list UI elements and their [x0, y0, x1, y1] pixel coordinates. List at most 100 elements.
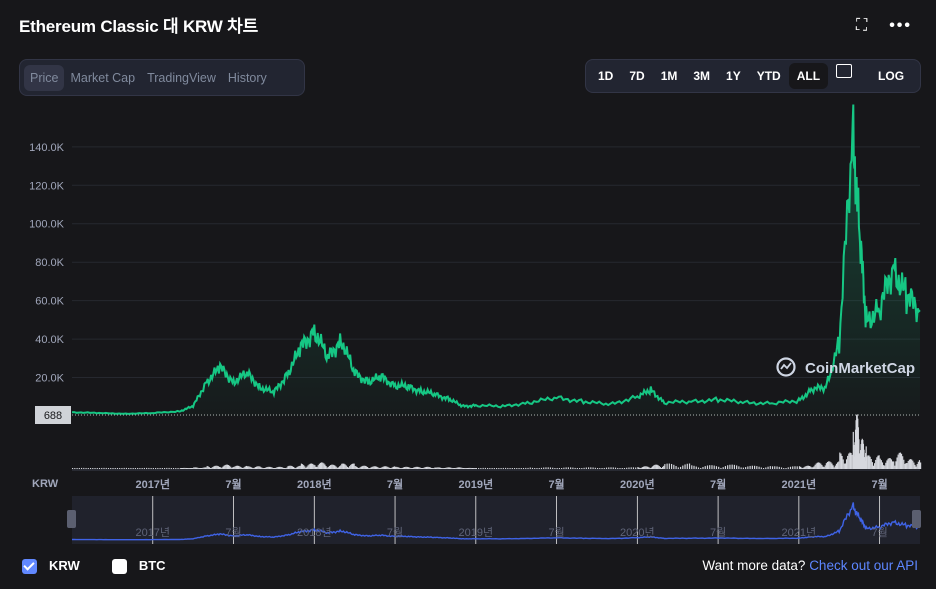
volume-bar: [684, 464, 686, 469]
volume-bar: [407, 467, 409, 469]
volume-bar: [749, 465, 751, 469]
volume-bar: [502, 467, 504, 469]
volume-bar: [427, 466, 429, 469]
volume-bar: [917, 461, 919, 469]
volume-bar: [379, 468, 381, 469]
volume-bar: [651, 466, 654, 469]
expand-icon[interactable]: ⛶: [855, 17, 868, 34]
tab-history[interactable]: History: [227, 70, 267, 85]
log-toggle[interactable]: LOG: [878, 69, 905, 83]
navigator-tick-label: 7월: [387, 526, 403, 539]
watermark: CoinMarketCap: [776, 357, 915, 377]
volume-bar: [245, 465, 248, 469]
range-7d[interactable]: 7D: [629, 69, 645, 83]
volume-bar: [908, 459, 910, 469]
volume-bar: [232, 467, 234, 469]
range-ytd[interactable]: YTD: [756, 69, 781, 83]
volume-bar: [704, 466, 706, 469]
volume-bar: [516, 468, 518, 469]
volume-bar: [269, 466, 271, 469]
volume-bar: [549, 467, 552, 469]
krw-checkbox[interactable]: [22, 559, 37, 575]
volume-bar: [85, 467, 87, 469]
volume-bar: [409, 467, 411, 469]
volume-bar: [177, 468, 179, 469]
volume-bar: [475, 468, 478, 469]
volume-bar: [760, 467, 762, 469]
calendar-icon[interactable]: [828, 63, 860, 89]
volume-bar: [914, 464, 916, 469]
volume-bar: [819, 462, 821, 469]
volume-bar: [175, 468, 177, 469]
volume-bar: [316, 466, 318, 469]
volume-bar: [170, 468, 172, 469]
volume-bar: [762, 468, 765, 469]
volume-bar: [626, 467, 628, 469]
volume-bar: [150, 468, 152, 469]
volume-bar: [418, 467, 420, 469]
tab-tradingview[interactable]: TradingView: [147, 70, 216, 85]
range-all[interactable]: ALL: [788, 63, 829, 89]
volume-bar: [98, 468, 101, 469]
volume-bar: [242, 467, 244, 469]
volume-bar: [205, 467, 207, 469]
navigator-left-handle[interactable]: [67, 510, 76, 528]
volume-bar: [272, 468, 274, 469]
volume-bar: [280, 467, 282, 469]
y-axis: 20.0K 40.0K 60.0K 80.0K 100.0K 120.0K 140.0K: [29, 142, 65, 385]
volume-bar: [802, 468, 804, 469]
volume-bar: [610, 467, 612, 469]
volume-bar: [185, 467, 187, 469]
volume-bar: [217, 466, 220, 469]
volume-bar: [123, 467, 125, 469]
price-chart[interactable]: 20.0K 40.0K 60.0K 80.0K 100.0K 120.0K 140.0K C…: [0, 0, 936, 550]
volume-bar: [789, 466, 792, 469]
y-unit-label: KRW: [32, 478, 59, 490]
volume-bar: [648, 467, 650, 469]
range-navigator[interactable]: 2017년 7월 2018년 7월 2019년 7월 2020년 7월 2021년 7월: [67, 496, 921, 544]
volume-bar: [807, 465, 810, 469]
volume-bar: [319, 462, 322, 469]
tab-price[interactable]: Price: [24, 64, 65, 91]
volume-bar: [898, 452, 900, 469]
volume-bar: [570, 467, 572, 469]
current-price-label: 688: [35, 406, 71, 424]
range-1m[interactable]: 1M: [660, 69, 678, 83]
volume-bar: [411, 468, 414, 469]
volume-bar: [572, 467, 574, 469]
range-1y[interactable]: 1Y: [726, 69, 741, 83]
volume-bar: [835, 463, 838, 469]
volume-bar: [585, 467, 587, 469]
range-1d[interactable]: 1D: [598, 69, 614, 83]
volume-bar: [574, 467, 576, 469]
y-tick-label: 80.0K: [35, 257, 64, 269]
volume-bar: [905, 463, 907, 469]
volume-bar: [576, 468, 578, 469]
legend-btc[interactable]: BTC: [111, 558, 166, 575]
volume-bar: [421, 468, 424, 469]
volume-bar: [713, 465, 715, 469]
volume-bar: [798, 466, 801, 469]
navigator-right-handle[interactable]: [912, 510, 921, 528]
volume-bar: [918, 460, 921, 469]
volume-bar: [278, 466, 280, 469]
navigator-tick-label: 7월: [710, 526, 726, 539]
volume-bar: [640, 467, 642, 469]
range-3m[interactable]: 3M: [693, 69, 711, 83]
btc-checkbox[interactable]: [111, 559, 127, 575]
volume-bar: [641, 467, 644, 469]
volume-bar: [349, 466, 351, 469]
volume-bar: [915, 466, 917, 469]
volume-bar: [804, 466, 806, 469]
legend-krw[interactable]: KRW: [22, 558, 80, 575]
volume-bar: [270, 467, 272, 469]
tab-market-cap[interactable]: Market Cap: [70, 70, 136, 85]
price-line[interactable]: [71, 104, 921, 415]
volume-bar: [554, 468, 556, 469]
api-link[interactable]: Check out our API: [809, 558, 918, 573]
volume-bar: [297, 466, 299, 469]
volume-bar: [738, 466, 740, 469]
volume-bar: [691, 465, 693, 469]
more-icon[interactable]: •••: [889, 17, 912, 34]
volume-bar: [843, 463, 845, 469]
